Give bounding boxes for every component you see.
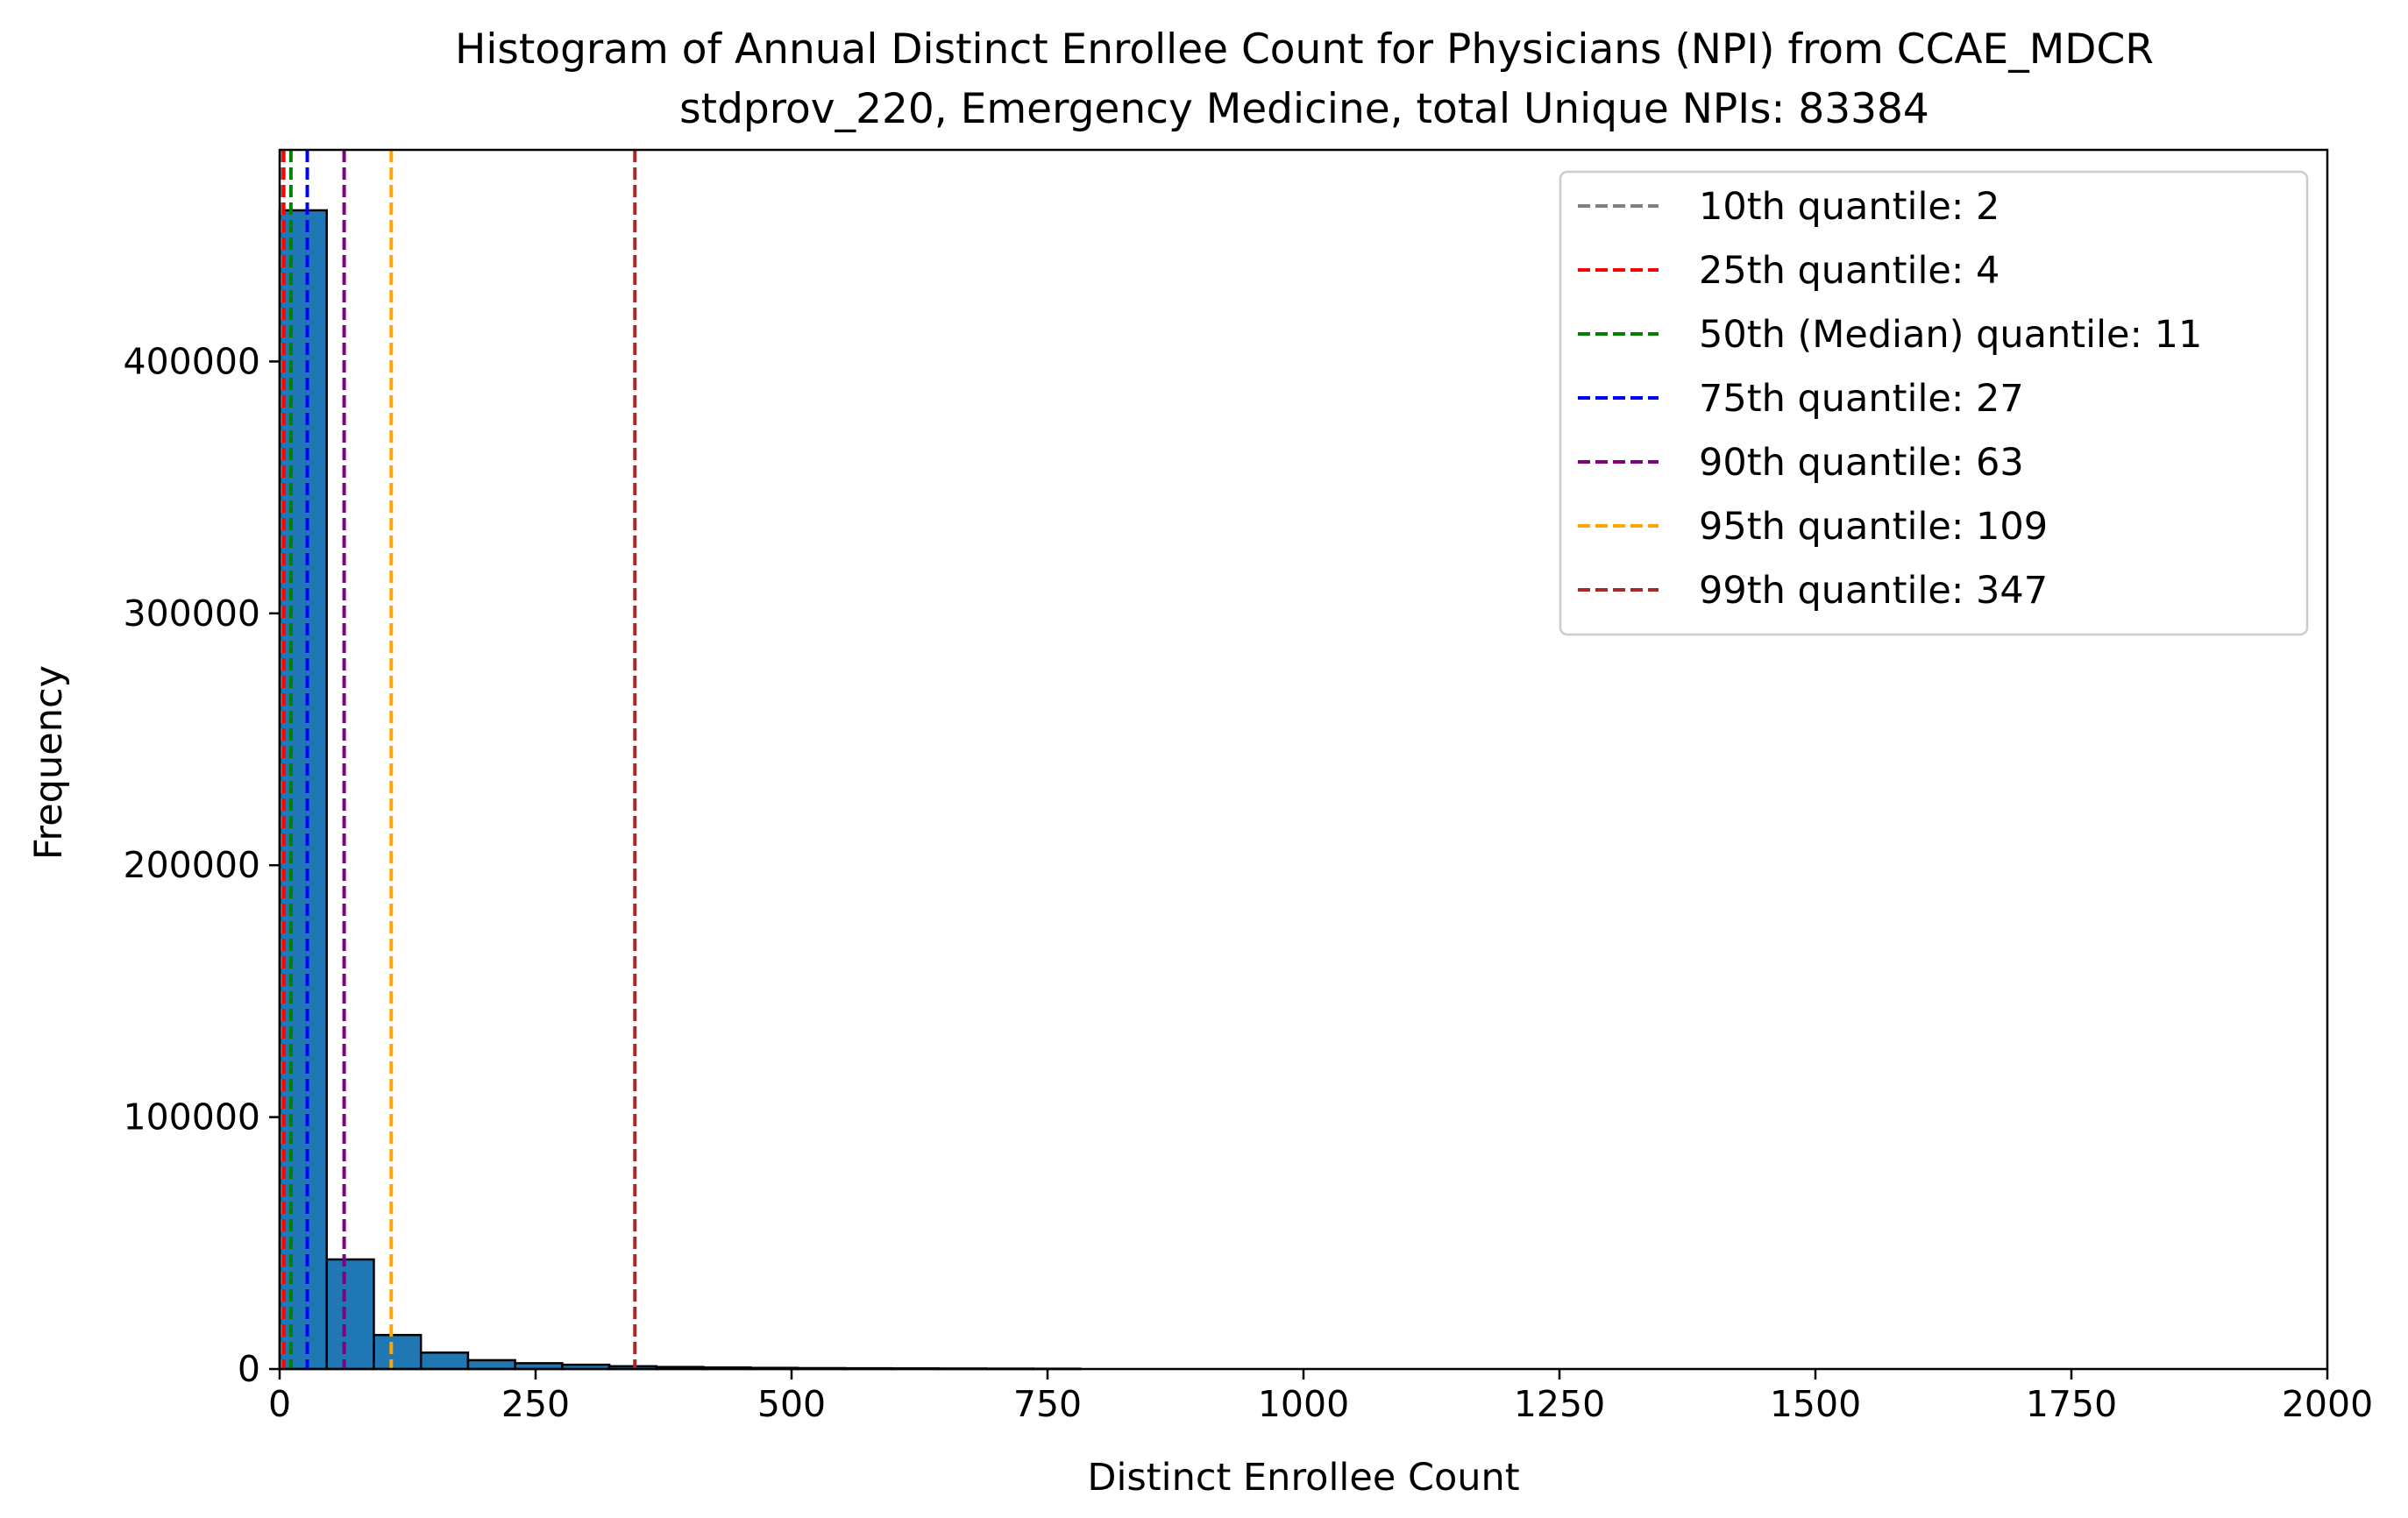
x-tick-label: 2000 — [2282, 1383, 2373, 1425]
histogram-bar — [419, 1351, 470, 1371]
legend-label: 95th quantile: 109 — [1699, 505, 2048, 549]
histogram-bar — [325, 1258, 375, 1371]
y-tick-label: 400000 — [123, 340, 260, 382]
legend: 10th quantile: 2 25th quantile: 4 50th (Me… — [1559, 170, 2309, 636]
y-tick-label: 200000 — [123, 844, 260, 886]
x-tick-label: 1750 — [2026, 1383, 2117, 1425]
histogram-bar — [373, 1333, 423, 1371]
legend-label: 75th quantile: 27 — [1699, 377, 2024, 421]
y-tick-label: 0 — [238, 1348, 260, 1390]
x-tick-label: 750 — [1013, 1383, 1082, 1425]
histogram-bars — [278, 209, 1082, 1371]
y-tick-label: 100000 — [123, 1096, 260, 1138]
legend-label: 25th quantile: 4 — [1699, 249, 2000, 293]
legend-label: 99th quantile: 347 — [1699, 569, 2048, 613]
legend-box — [1559, 170, 2309, 636]
legend-label: 50th (Median) quantile: 11 — [1699, 313, 2202, 357]
histogram-bar — [278, 209, 328, 1371]
chart-subtitle: stdprov_220, Emergency Medicine, total U… — [679, 85, 1929, 133]
x-tick-label: 1250 — [1514, 1383, 1605, 1425]
quantile-lines — [280, 150, 637, 1369]
x-axis-label: Distinct Enrollee Count — [1087, 1456, 1519, 1500]
y-tick-label: 300000 — [123, 592, 260, 635]
histogram-bar — [466, 1358, 516, 1371]
x-tick-label: 0 — [268, 1383, 291, 1425]
x-tick-label: 1000 — [1258, 1383, 1349, 1425]
x-tick-label: 500 — [757, 1383, 826, 1425]
legend-label: 90th quantile: 63 — [1699, 441, 2024, 485]
x-tick-label: 250 — [501, 1383, 570, 1425]
y-axis-label: Frequency — [27, 665, 71, 860]
legend-label: 10th quantile: 2 — [1699, 185, 2000, 229]
y-axis-ticks: 0 100000 200000 300000 400000 — [123, 340, 280, 1390]
x-tick-label: 1500 — [1770, 1383, 1861, 1425]
x-axis-ticks: 0 250 500 750 1000 1250 1500 1750 2000 — [268, 1369, 2373, 1425]
chart-title: Histogram of Annual Distinct Enrollee Co… — [455, 25, 2154, 74]
